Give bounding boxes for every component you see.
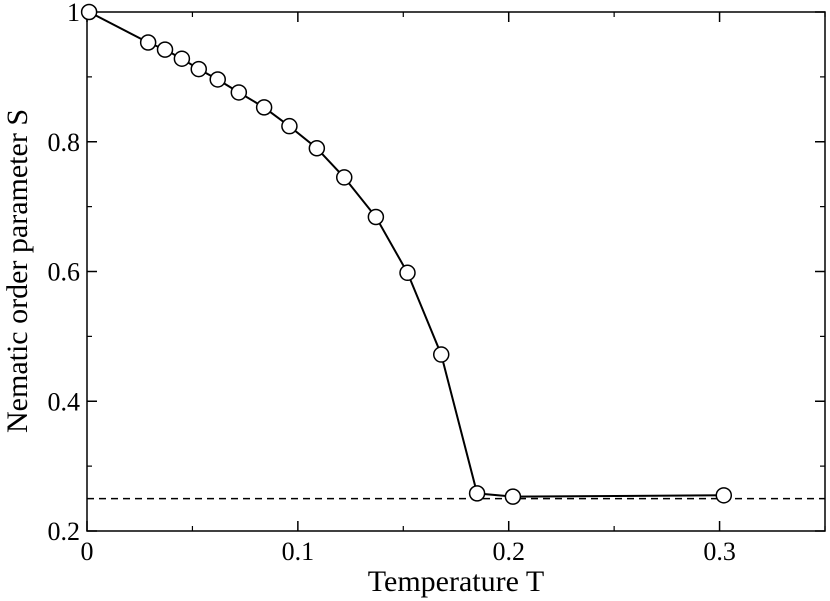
y-tick-label: 0.4 [48,387,81,416]
tick-labels: 0 0.1 0.2 0.3 0.2 0.4 0.6 0.8 1 [48,0,736,566]
x-tick-label: 0.2 [492,537,525,566]
data-point [255,99,273,116]
data-point [209,71,226,88]
data-point [335,169,353,186]
x-axis-title: Temperature T [368,565,544,598]
x-tick-label: 0.3 [703,537,736,566]
x-tick-label: 0.1 [282,537,315,566]
data-point [432,346,450,363]
series-lines [88,11,724,498]
data-point [715,487,733,504]
data-point [139,34,157,51]
y-tick-label: 0.6 [48,258,81,287]
data-point [281,117,298,135]
data-point [504,488,522,505]
data-points [80,3,733,505]
plot-frame [86,11,826,532]
y-axis-title: Nematic order parameter S [1,109,34,433]
data-point [190,60,208,78]
data-point [399,264,416,282]
data-point [468,485,486,502]
data-point [173,50,191,67]
data-point [367,208,385,226]
data-point [80,3,98,21]
y-tick-label: 0.8 [48,128,81,157]
data-point [230,84,248,101]
y-tick-label: 0.2 [48,517,81,546]
data-point [308,139,326,157]
x-tick-label: 0 [81,537,94,566]
ticks [86,11,826,532]
series-line [88,11,724,498]
y-tick-label: 1 [67,0,80,27]
data-point [156,41,174,58]
